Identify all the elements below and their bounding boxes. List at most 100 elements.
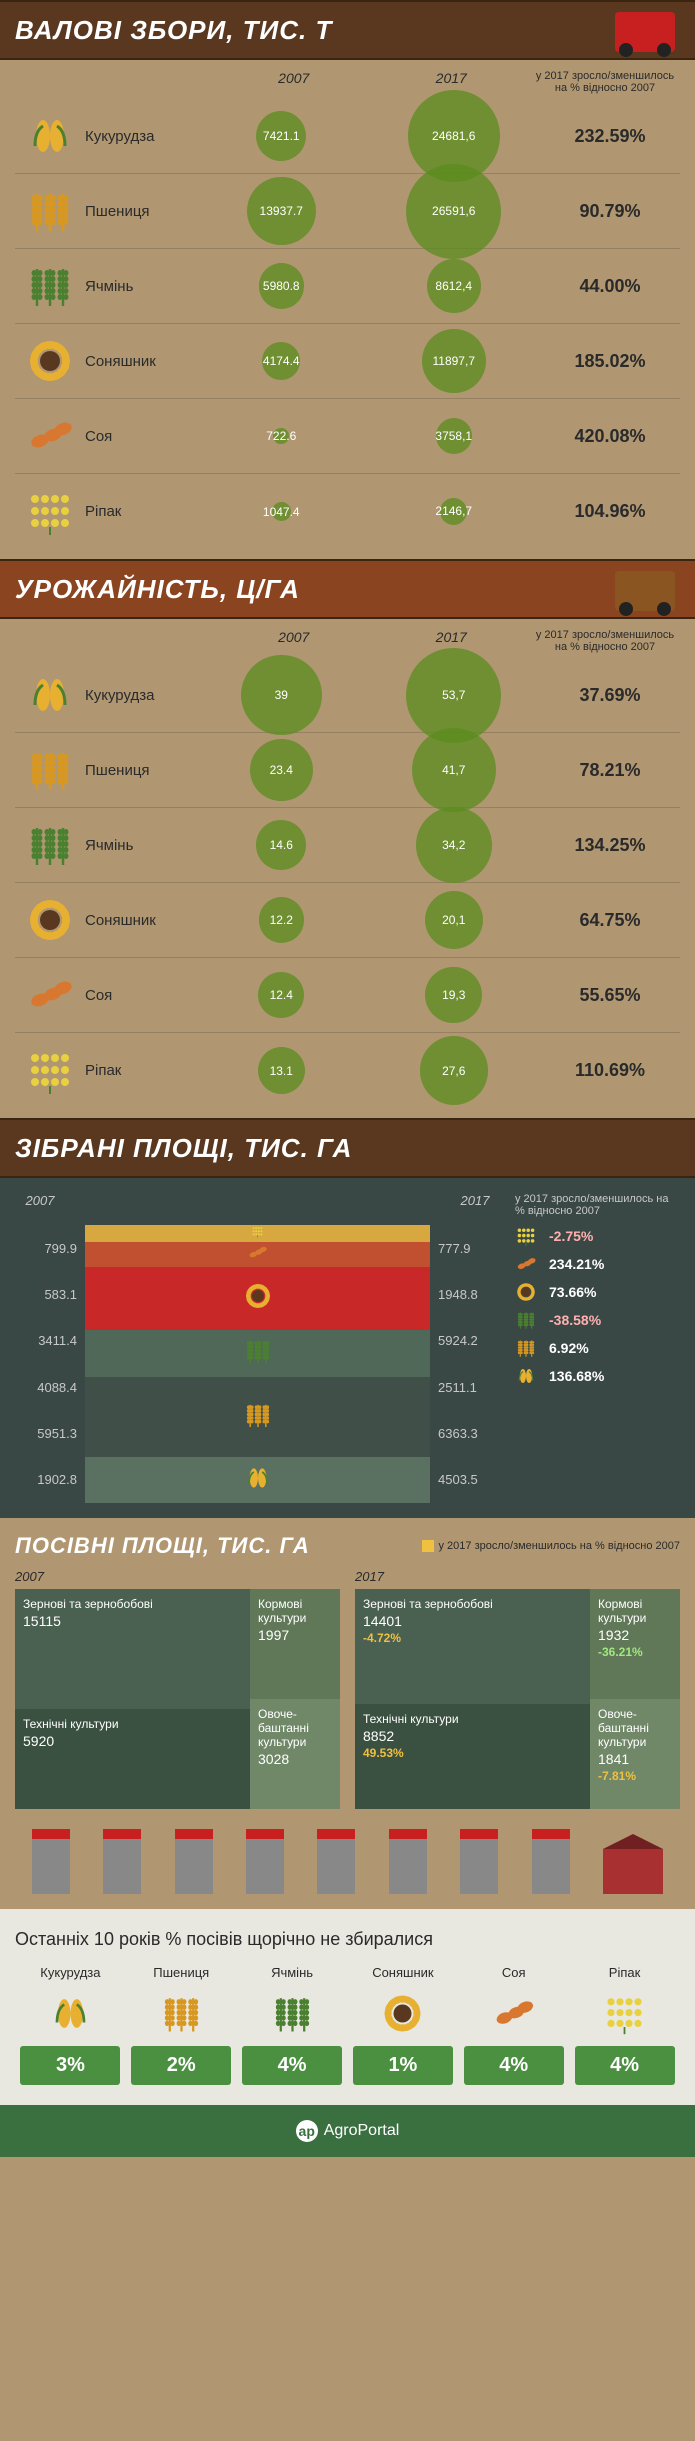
bubble: 41,7: [412, 728, 496, 812]
treemap-box: Зернові та зернобобові 14401 -4.72%: [355, 1589, 590, 1704]
wheat-icon: [515, 1337, 543, 1359]
bubble: 39: [241, 655, 322, 736]
bubble: 26591,6: [406, 164, 501, 259]
bubble-2007: 4174.4: [195, 324, 368, 399]
footer: ap AgroPortal: [0, 2105, 695, 2157]
soy-icon: [15, 406, 85, 466]
bubble: 4174.4: [262, 342, 300, 380]
area-band: [85, 1242, 430, 1267]
area-value: 1902.8: [15, 1472, 77, 1487]
silo-row: [15, 1824, 680, 1894]
bubble: 13937.7: [247, 177, 316, 246]
treemap-val: 8852: [363, 1728, 582, 1744]
wheat-icon: [15, 740, 85, 800]
sown-section: ПОСІВНІ ПЛОЩІ, ТИС. ГА у 2017 зросло/зме…: [0, 1518, 695, 1909]
area-band: [85, 1225, 430, 1242]
area-band: [85, 1457, 430, 1503]
crop-row: Соя 12.4 19,3 55.65%: [15, 958, 680, 1033]
treemap-box: Технічні культури5920: [15, 1709, 250, 1809]
sown-legend-square-icon: [422, 1540, 434, 1552]
bubble: 34,2: [416, 807, 492, 883]
section-header-harvested: ЗІБРАНІ ПЛОЩІ, ТИС. ГА: [0, 1118, 695, 1178]
barley-icon: [15, 815, 85, 875]
bubble-2007: 12.2: [195, 883, 368, 958]
area-legend-row: 73.66%: [515, 1281, 680, 1303]
treemap-name: Зернові та зернобобові: [363, 1597, 582, 1611]
bubble-2007: 722.6: [195, 399, 368, 474]
rape-icon: [15, 482, 85, 542]
bubble-2017: 11897,7: [368, 324, 541, 399]
treemap-box: Овоче-баштанні культури 1841 -7.81%: [590, 1699, 680, 1809]
sown-col-2007: 2007 Зернові та зернобобові15115Технічні…: [15, 1569, 340, 1809]
area-value: 6363.3: [438, 1426, 500, 1441]
treemap-name: Кормові культури: [258, 1597, 332, 1625]
pct-value: 44.00%: [540, 276, 680, 297]
crop-row: Кукурудза 39 53,7 37.69%: [15, 658, 680, 733]
treemap-name: Овоче-баштанні культури: [258, 1707, 332, 1749]
area-value: 1948.8: [438, 1287, 500, 1302]
corn-icon: [15, 665, 85, 725]
section-header-yield: УРОЖАЙНІСТЬ, Ц/ГА: [0, 559, 695, 619]
sown-year1: 2007: [15, 1569, 340, 1584]
crop-label: Соя: [85, 987, 195, 1004]
treemap-val: 1841: [598, 1751, 672, 1767]
silo-icon: [317, 1839, 355, 1894]
footer-logo-icon: ap: [296, 2120, 318, 2142]
treemap-name: Кормові культури: [598, 1597, 672, 1625]
soy-icon: [15, 965, 85, 1025]
area-legend-row: -38.58%: [515, 1309, 680, 1331]
treemap-name: Овоче-баштанні культури: [598, 1707, 672, 1749]
wheat-icon: [243, 1400, 273, 1435]
corn-icon: [515, 1365, 543, 1387]
area-left-values: 799.9583.13411.44088.45951.31902.8: [15, 1225, 85, 1503]
silo-icon: [389, 1839, 427, 1894]
bubble: 19,3: [425, 967, 482, 1024]
unharvested-item: Ріпак4%: [575, 1965, 675, 2085]
corn-icon: [15, 106, 85, 166]
bubble-2017: 34,2: [368, 808, 541, 883]
area-value: 4503.5: [438, 1472, 500, 1487]
silo-icon: [532, 1839, 570, 1894]
silo-icon: [32, 1839, 70, 1894]
treemap-val: 14401: [363, 1613, 582, 1629]
crop-label: Пшениця: [85, 203, 195, 220]
treemap-chg: -7.81%: [598, 1769, 672, 1783]
barley-icon: [15, 256, 85, 316]
corn-icon: [20, 1988, 120, 2038]
unharvested-title: Останніх 10 років % посівів щорічно не з…: [15, 1929, 680, 1950]
harvested-year1: 2007: [15, 1193, 65, 1225]
bubble: 23.4: [250, 739, 313, 802]
treemap-chg: 49.53%: [363, 1746, 582, 1760]
crop-label: Ячмінь: [85, 837, 195, 854]
gross-col-headers: 2007 2017 у 2017 зросло/зменшилось на % …: [15, 70, 680, 94]
harvested-section: 2007 2017 у 2017 зросло/зменшилось на % …: [0, 1178, 695, 1518]
sown-col-2017: 2017 Зернові та зернобобові14401-4.72%Те…: [355, 1569, 680, 1809]
bubble-2017: 3758,1: [368, 399, 541, 474]
area-legend-pct: 234.21%: [549, 1256, 604, 1272]
treemap-chg: -36.21%: [598, 1645, 672, 1659]
bubble: 8612,4: [427, 259, 481, 313]
sunflower-icon: [353, 1988, 453, 2038]
area-value: 777.9: [438, 1241, 500, 1256]
sown-year2: 2017: [355, 1569, 680, 1584]
bubble: 27,6: [420, 1036, 488, 1104]
treemap-val: 3028: [258, 1751, 332, 1767]
yield-year1: 2007: [215, 629, 373, 653]
sunflower-icon: [243, 1281, 273, 1316]
pct-value: 90.79%: [540, 201, 680, 222]
bubble-2007: 23.4: [195, 733, 368, 808]
sunflower-icon: [515, 1281, 543, 1303]
yield-col-headers: 2007 2017 у 2017 зросло/зменшилось на % …: [15, 629, 680, 653]
gross-pct-header: у 2017 зросло/зменшилось на % відносно 2…: [530, 70, 680, 94]
bubble: 20,1: [425, 891, 483, 949]
area-band: [85, 1377, 430, 1457]
barn-icon: [603, 1849, 663, 1894]
crop-label: Пшениця: [85, 762, 195, 779]
unharv-pct: 3%: [20, 2046, 120, 2085]
treemap-chg: -4.72%: [363, 1631, 582, 1645]
area-legend-row: 6.92%: [515, 1337, 680, 1359]
bubble: 12.2: [259, 897, 304, 942]
bubble-2007: 39: [195, 658, 368, 733]
treemap-name: Зернові та зернобобові: [23, 1597, 242, 1611]
treemap-val: 1932: [598, 1627, 672, 1643]
